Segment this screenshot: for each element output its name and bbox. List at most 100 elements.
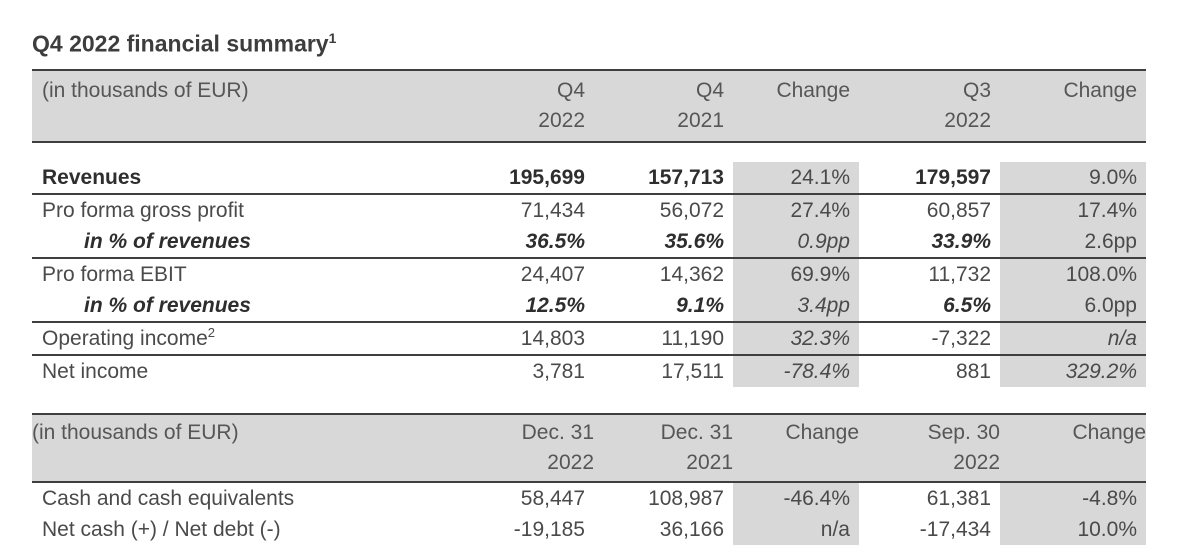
row-label-text: Revenues — [42, 165, 142, 189]
value-cell: 32.3% — [733, 321, 859, 356]
column-header: Change — [733, 412, 859, 483]
column-header-text: Q3 — [962, 78, 991, 102]
column-header-text: Change — [776, 78, 850, 102]
column-header: Change — [733, 68, 859, 143]
column-header-text: Change — [785, 420, 859, 444]
value-cell: 33.9% — [859, 225, 1000, 259]
value-cell: 17.4% — [1000, 193, 1146, 226]
column-header-text — [733, 448, 859, 478]
column-header-text — [1000, 106, 1137, 136]
column-header-text: 2022 — [538, 108, 585, 132]
value-cell: 9.1% — [594, 289, 733, 323]
column-header: Sep. 30 2022 — [859, 412, 1000, 483]
value-cell: 35.6% — [594, 225, 733, 259]
table-row: in % of revenues 12.5% 9.1% 3.4pp 6.5% 6.0pp — [32, 289, 1146, 323]
column-header: Q4 2022 — [460, 68, 594, 143]
value-cell: 11,732 — [928, 262, 991, 286]
row-label-text: Net cash (+) / Net debt (-) — [42, 517, 281, 541]
row-label: Net cash (+) / Net debt (-) — [32, 514, 460, 545]
row-label-text: Net income — [42, 359, 149, 383]
row-label-text: Operating income — [42, 326, 208, 350]
row-label: Operating income2 — [32, 321, 460, 356]
table-row: Cash and cash equivalents 58,447 108,987 -4… — [32, 481, 1146, 514]
unit-label-text: (in thousands of EUR) — [42, 78, 249, 102]
financial-summary-table-cash: (in thousands of EUR) Dec. 31 2022 Dec. 31 2… — [32, 412, 1146, 545]
table-row: Revenues 195,699 157,713 24.1% 179,597 9.0% — [32, 161, 1146, 195]
unit-label-text: (in thousands of EUR) — [32, 420, 239, 444]
value-cell: -19,185 — [513, 517, 585, 541]
value-cell: 9.0% — [1000, 161, 1146, 195]
row-label: Pro forma gross profit — [32, 194, 460, 226]
column-header-text: Dec. 31 — [660, 420, 733, 444]
value-cell: n/a — [1000, 321, 1146, 356]
row-label-text: in % of revenues — [84, 293, 251, 317]
value-cell: 12.5% — [460, 289, 594, 323]
value-cell: 0.9pp — [733, 225, 859, 259]
column-header: Q4 2021 — [594, 68, 733, 143]
column-header-text: Sep. 30 — [927, 420, 1000, 444]
value-cell: 881 — [955, 359, 991, 383]
row-label: Net income — [32, 355, 460, 387]
column-header: Change — [1000, 68, 1146, 143]
row-label: Cash and cash equivalents — [32, 482, 460, 514]
unit-label: (in thousands of EUR) — [32, 68, 460, 143]
value-cell: 6.5% — [859, 289, 1000, 323]
value-cell: 71,434 — [520, 198, 585, 222]
column-header-text: Change — [1063, 78, 1137, 102]
value-cell: 24.1% — [733, 161, 859, 195]
value-cell: 14,362 — [659, 262, 724, 286]
column-header: Dec. 31 2021 — [594, 412, 733, 483]
header-row: (in thousands of EUR) Q4 2022 Q4 2021 Change Q… — [32, 68, 1146, 143]
value-cell: 2.6pp — [1000, 225, 1146, 259]
value-cell: 60,857 — [926, 198, 991, 222]
column-header-text: 2021 — [686, 450, 733, 474]
row-label-text: Pro forma EBIT — [42, 262, 187, 286]
column-header-text: 2022 — [944, 108, 991, 132]
row-label: in % of revenues — [32, 225, 460, 259]
value-cell: -7,322 — [859, 321, 1000, 356]
value-cell: 36,166 — [659, 517, 724, 541]
value-cell: 10.0% — [1000, 513, 1146, 545]
column-header-text — [1000, 448, 1146, 478]
value-cell: -46.4% — [733, 481, 859, 514]
column-header-text: 2022 — [547, 450, 594, 474]
value-cell: 36.5% — [460, 225, 594, 259]
row-label: in % of revenues — [32, 289, 460, 323]
row-label-text: Cash and cash equivalents — [42, 486, 295, 510]
value-cell: -17,434 — [919, 517, 991, 541]
value-cell: 195,699 — [460, 161, 594, 195]
value-cell: 17,511 — [661, 359, 724, 383]
page-title-text: Q4 2022 financial summary — [32, 30, 329, 57]
value-cell: 24,407 — [520, 262, 585, 286]
column-header-text — [733, 106, 850, 136]
column-header-text: Q4 — [556, 78, 585, 102]
value-cell: n/a — [733, 513, 859, 545]
column-header-text: Q4 — [695, 78, 724, 102]
footnote-marker: 2 — [207, 324, 215, 340]
header-row: (in thousands of EUR) Dec. 31 2022 Dec. 31 2… — [32, 412, 1146, 483]
column-header: Change — [1000, 412, 1146, 483]
column-header: Q3 2022 — [859, 68, 1000, 143]
value-cell: 3.4pp — [733, 289, 859, 323]
value-cell: -78.4% — [733, 354, 859, 387]
unit-label: (in thousands of EUR) — [32, 412, 460, 483]
column-header-text: Dec. 31 — [521, 420, 594, 444]
value-cell: 58,447 — [520, 486, 585, 510]
column-header: Dec. 31 2022 — [460, 412, 594, 483]
column-header-text: Change — [1072, 420, 1146, 444]
value-cell: 3,781 — [532, 359, 585, 383]
value-cell: -4.8% — [1000, 481, 1146, 514]
value-cell: 179,597 — [859, 161, 1000, 195]
column-header-text: 2021 — [677, 108, 724, 132]
table-row: Pro forma gross profit 71,434 56,072 27.4% 6… — [32, 193, 1146, 226]
table-row: in % of revenues 36.5% 35.6% 0.9pp 33.9% 2.6p… — [32, 225, 1146, 259]
value-cell: 56,072 — [659, 198, 724, 222]
value-cell: 69.9% — [733, 257, 859, 290]
table-row: Operating income2 14,803 11,190 32.3% -7,322… — [32, 321, 1146, 356]
value-cell: 108,987 — [648, 486, 724, 510]
value-cell: 27.4% — [733, 193, 859, 226]
table-row: Net income 3,781 17,511 -78.4% 881 329.2% — [32, 354, 1146, 387]
row-label: Revenues — [32, 161, 460, 195]
row-label-text: in % of revenues — [84, 229, 251, 253]
